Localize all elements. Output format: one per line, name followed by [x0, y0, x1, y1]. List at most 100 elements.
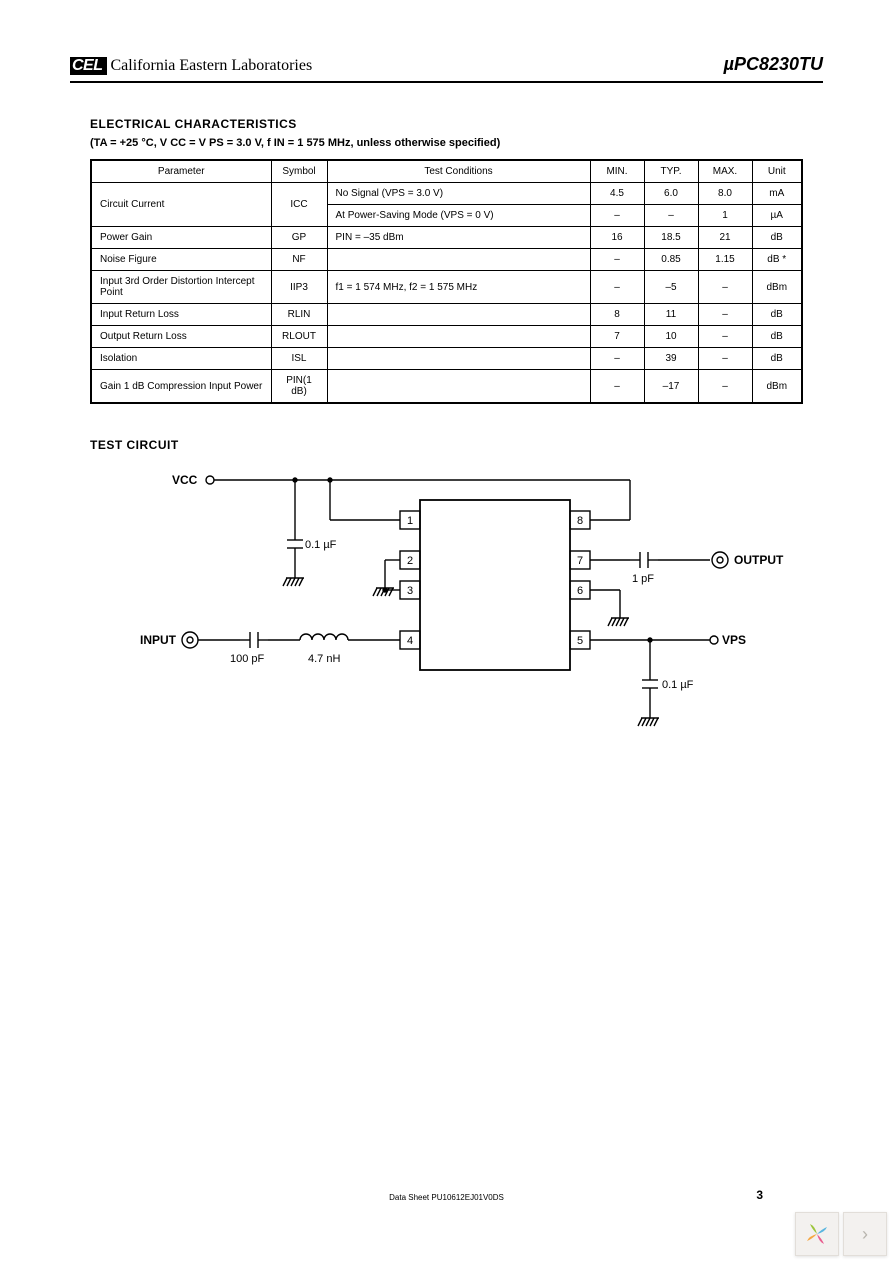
- cell-min: –: [590, 249, 644, 271]
- cell-unit: dB: [752, 348, 802, 370]
- section-title-electrical: ELECTRICAL CHARACTERISTICS: [90, 117, 803, 131]
- svg-text:OUTPUT: OUTPUT: [734, 553, 784, 567]
- cell-conditions: [327, 326, 590, 348]
- table-row: Input 3rd Order Distortion Intercept Poi…: [91, 271, 802, 304]
- cell-conditions: [327, 304, 590, 326]
- cell-min: –: [590, 348, 644, 370]
- cell-max: –: [698, 271, 752, 304]
- cell-conditions: PIN = –35 dBm: [327, 227, 590, 249]
- cell-max: –: [698, 348, 752, 370]
- col-unit: Unit: [752, 160, 802, 183]
- cell-symbol: ISL: [271, 348, 327, 370]
- conditions-line: (TA = +25 °C, V CC = V PS = 3.0 V, f IN …: [90, 137, 803, 149]
- cell-conditions: [327, 370, 590, 404]
- electrical-characteristics-table: Parameter Symbol Test Conditions MIN. TY…: [90, 159, 803, 404]
- cell-symbol: GP: [271, 227, 327, 249]
- cell-parameter: Power Gain: [91, 227, 271, 249]
- cell-max: 21: [698, 227, 752, 249]
- cell-typ: 11: [644, 304, 698, 326]
- cell-conditions: [327, 348, 590, 370]
- cell-min: 8: [590, 304, 644, 326]
- cell-typ: 18.5: [644, 227, 698, 249]
- cell-parameter: Isolation: [91, 348, 271, 370]
- cell-min: 16: [590, 227, 644, 249]
- pager-logo[interactable]: [795, 1212, 839, 1256]
- cell-symbol: ICC: [271, 183, 327, 227]
- col-min: MIN.: [590, 160, 644, 183]
- cell-max: –: [698, 370, 752, 404]
- svg-text:0.1 µF: 0.1 µF: [662, 679, 694, 691]
- section-title-test-circuit: TEST CIRCUIT: [90, 438, 803, 452]
- cell-parameter: Output Return Loss: [91, 326, 271, 348]
- col-conditions: Test Conditions: [327, 160, 590, 183]
- cell-unit: dB: [752, 304, 802, 326]
- table-row: Power GainGPPIN = –35 dBm1618.521dB: [91, 227, 802, 249]
- cell-min: –: [590, 370, 644, 404]
- table-row: Noise FigureNF –0.851.15dB *: [91, 249, 802, 271]
- cel-text: California Eastern Laboratories: [111, 57, 313, 75]
- cel-mark: CEL: [70, 57, 107, 75]
- brand-logo: CEL California Eastern Laboratories: [70, 57, 312, 75]
- cell-parameter: Input 3rd Order Distortion Intercept Poi…: [91, 271, 271, 304]
- cell-typ: 39: [644, 348, 698, 370]
- cell-max: 1.15: [698, 249, 752, 271]
- cell-unit: dB *: [752, 249, 802, 271]
- table-row: Output Return LossRLOUT 710–dB: [91, 326, 802, 348]
- pager-next-button[interactable]: ›: [843, 1212, 887, 1256]
- table-header-row: Parameter Symbol Test Conditions MIN. TY…: [91, 160, 802, 183]
- cell-unit: dBm: [752, 370, 802, 404]
- svg-text:INPUT: INPUT: [140, 633, 177, 647]
- svg-text:6: 6: [577, 585, 583, 597]
- cell-symbol: RLIN: [271, 304, 327, 326]
- cell-typ: –5: [644, 271, 698, 304]
- svg-text:100 pF: 100 pF: [230, 653, 265, 665]
- cell-symbol: IIP3: [271, 271, 327, 304]
- cell-parameter: Noise Figure: [91, 249, 271, 271]
- cell-parameter: Input Return Loss: [91, 304, 271, 326]
- cell-unit: dB: [752, 326, 802, 348]
- col-max: MAX.: [698, 160, 752, 183]
- cell-min: 7: [590, 326, 644, 348]
- cell-max: 1: [698, 205, 752, 227]
- cell-max: –: [698, 326, 752, 348]
- part-number: µPC8230TU: [724, 54, 823, 75]
- cell-parameter: Circuit Current: [91, 183, 271, 227]
- cell-conditions: No Signal (VPS = 3.0 V): [327, 183, 590, 205]
- cell-typ: 10: [644, 326, 698, 348]
- col-parameter: Parameter: [91, 160, 271, 183]
- table-row: Circuit CurrentICCNo Signal (VPS = 3.0 V…: [91, 183, 802, 205]
- table-row: Input Return LossRLIN 811–dB: [91, 304, 802, 326]
- cell-unit: dB: [752, 227, 802, 249]
- cell-typ: 6.0: [644, 183, 698, 205]
- svg-text:3: 3: [407, 585, 413, 597]
- col-symbol: Symbol: [271, 160, 327, 183]
- cell-min: –: [590, 205, 644, 227]
- cell-conditions: f1 = 1 574 MHz, f2 = 1 575 MHz: [327, 271, 590, 304]
- cell-symbol: RLOUT: [271, 326, 327, 348]
- cell-typ: –17: [644, 370, 698, 404]
- svg-text:1 pF: 1 pF: [632, 573, 654, 585]
- svg-text:1: 1: [407, 515, 413, 527]
- test-circuit-diagram: 1 8 2 7 3 6 4 5 VCC 0.1 µF INPUT 100 pF 4.7 nH 1 pF OU…: [130, 460, 823, 765]
- pager-widget: ›: [795, 1212, 887, 1256]
- svg-text:4: 4: [407, 635, 413, 647]
- cell-max: –: [698, 304, 752, 326]
- svg-text:2: 2: [407, 555, 413, 567]
- cell-conditions: At Power-Saving Mode (VPS = 0 V): [327, 205, 590, 227]
- svg-text:5: 5: [577, 635, 583, 647]
- cell-parameter: Gain 1 dB Compression Input Power: [91, 370, 271, 404]
- svg-text:4.7 nH: 4.7 nH: [308, 653, 340, 665]
- svg-text:7: 7: [577, 555, 583, 567]
- cell-typ: 0.85: [644, 249, 698, 271]
- svg-text:0.1 µF: 0.1 µF: [305, 539, 337, 551]
- chevron-right-icon: ›: [862, 1224, 868, 1245]
- svg-text:VCC: VCC: [172, 473, 198, 487]
- col-typ: TYP.: [644, 160, 698, 183]
- svg-text:8: 8: [577, 515, 583, 527]
- cell-unit: dBm: [752, 271, 802, 304]
- svg-text:VPS: VPS: [722, 633, 746, 647]
- cell-min: 4.5: [590, 183, 644, 205]
- cell-conditions: [327, 249, 590, 271]
- cell-symbol: NF: [271, 249, 327, 271]
- cell-unit: µA: [752, 205, 802, 227]
